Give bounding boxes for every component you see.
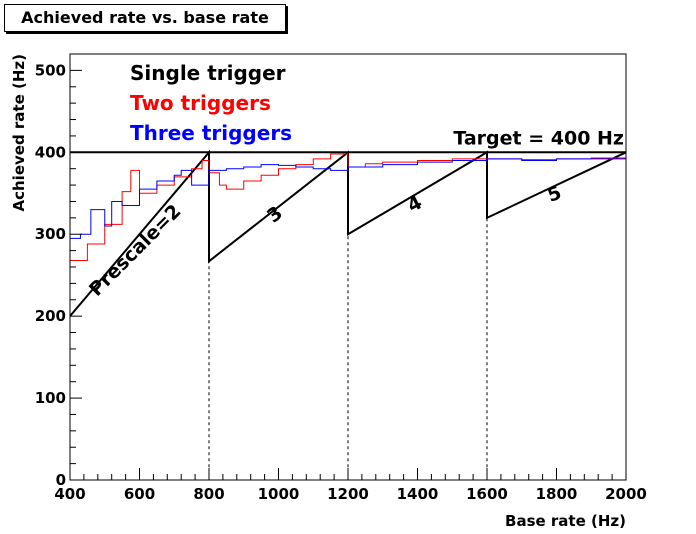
y-tick-label: 300: [35, 225, 66, 243]
prescale-label: 4: [404, 192, 426, 218]
y-tick-label: 100: [35, 389, 66, 407]
x-tick-label: 1600: [466, 485, 508, 503]
legend-entry: Two triggers: [130, 91, 271, 115]
y-axis-title: Achieved rate (Hz): [10, 54, 28, 212]
series-three-triggers: [70, 158, 626, 239]
y-tick-label: 0: [56, 471, 66, 489]
x-tick-label: 1400: [397, 485, 439, 503]
x-tick-label: 2000: [605, 485, 647, 503]
y-tick-label: 200: [35, 307, 66, 325]
legend-entry: Three triggers: [130, 121, 292, 145]
y-tick-label: 500: [35, 61, 66, 79]
series-lines: [69, 149, 627, 317]
chart-title: Achieved rate vs. base rate: [4, 4, 286, 32]
prescale-label: 5: [544, 182, 564, 207]
axes: 400 600 800 1000 1200 1400 1600 1800 2000 0 100 200…: [35, 53, 647, 503]
prescale-label: 3: [263, 202, 287, 228]
x-tick-label: 1200: [327, 485, 369, 503]
x-tick-label: 1000: [258, 485, 300, 503]
series-two-triggers: [70, 153, 627, 261]
x-tick-label: 1800: [536, 485, 578, 503]
x-axis-title: Base rate (Hz): [505, 512, 626, 530]
prescale-label: Prescale=2: [85, 200, 185, 300]
target-label: Target = 400 Hz: [453, 127, 624, 149]
x-tick-label: 400: [54, 485, 85, 503]
x-tick-label: 800: [193, 485, 224, 503]
y-tick-label: 400: [35, 143, 66, 161]
x-tick-label: 600: [124, 485, 155, 503]
legend-entry: Single trigger: [130, 61, 286, 85]
